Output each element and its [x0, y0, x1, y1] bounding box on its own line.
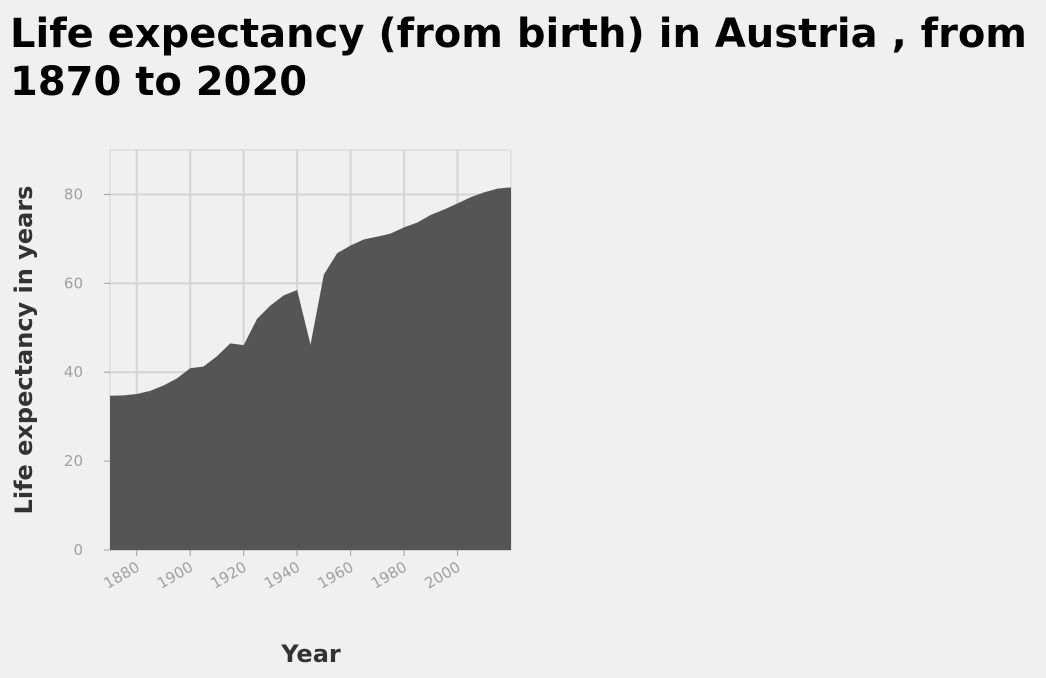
x-tick-label: 1920	[208, 558, 250, 593]
x-tick-label: 1980	[368, 558, 410, 593]
area-fill	[110, 187, 511, 550]
x-axis-label: Year	[280, 640, 341, 668]
area-series	[110, 187, 511, 550]
y-tick-label: 40	[64, 363, 83, 381]
y-axis-label: Life expectancy in years	[10, 186, 38, 515]
y-tick-label: 0	[73, 541, 83, 559]
x-axis-ticks: 1880 1900 1920 1940 1960 1980 2000	[101, 550, 464, 593]
y-tick-label: 60	[64, 274, 83, 292]
y-tick-label: 20	[64, 452, 83, 470]
x-tick-label: 1960	[315, 558, 357, 593]
x-tick-label: 1940	[261, 558, 303, 593]
y-tick-label: 80	[64, 185, 83, 203]
chart-title: Life expectancy (from birth) in Austria …	[10, 11, 1027, 105]
y-axis-ticks: 0 20 40 60 80	[64, 185, 110, 559]
x-tick-label: 1880	[101, 558, 143, 593]
x-tick-label: 2000	[421, 558, 463, 593]
x-tick-label: 1900	[154, 558, 196, 593]
